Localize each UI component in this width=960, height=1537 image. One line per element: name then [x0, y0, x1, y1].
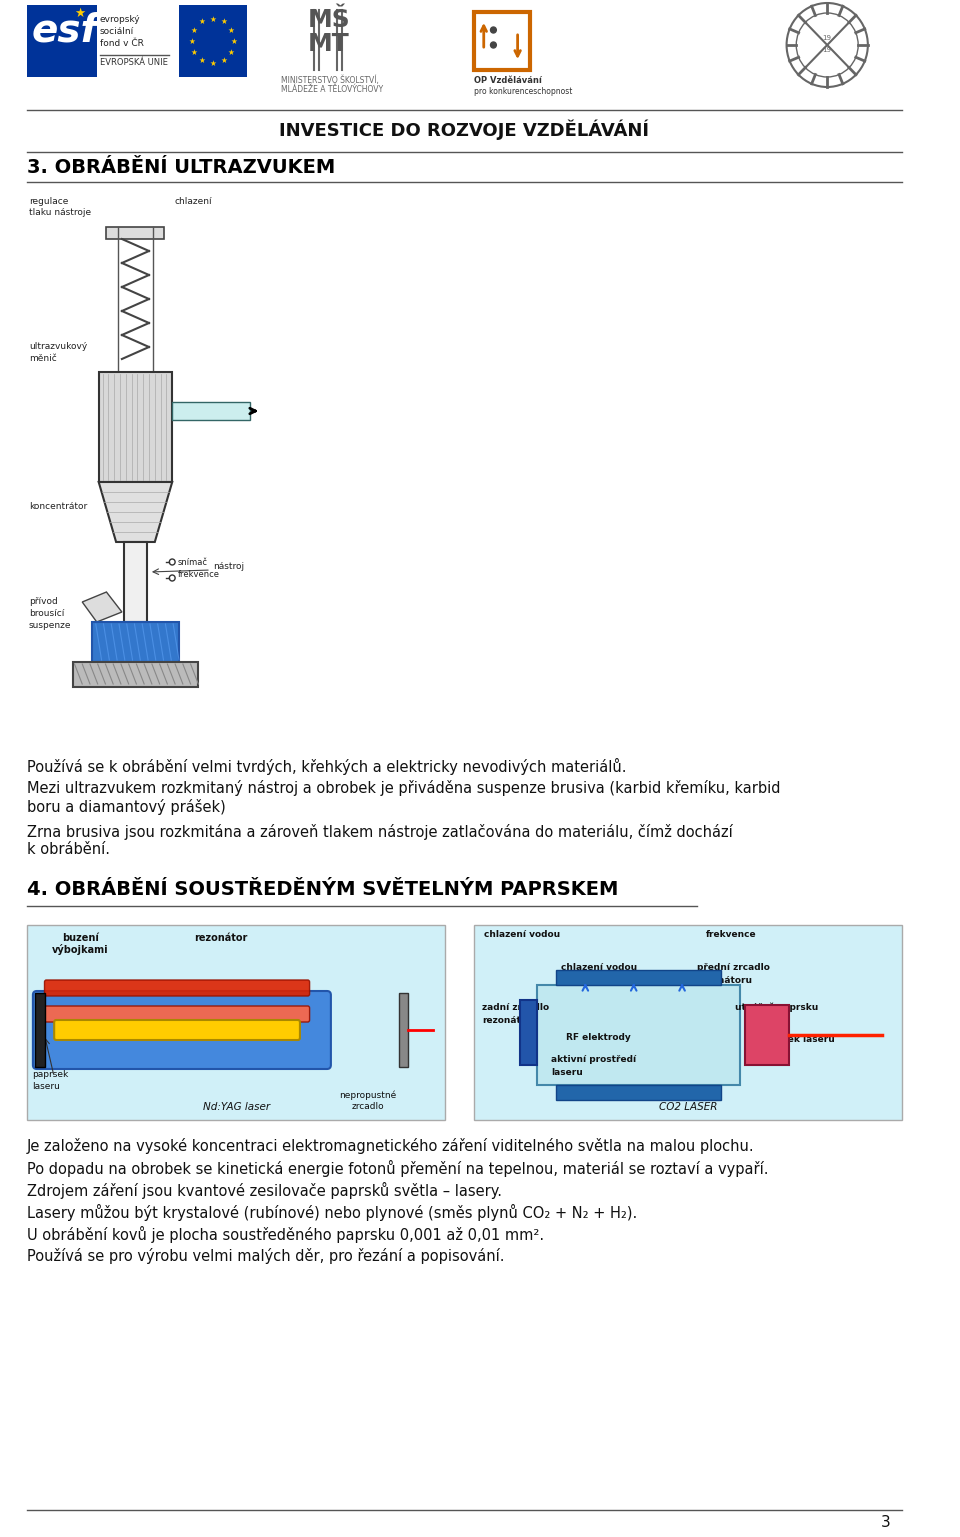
Text: ★: ★ — [209, 14, 216, 23]
Text: chlazení vodou: chlazení vodou — [484, 930, 560, 939]
Text: chlazení vodou: chlazení vodou — [562, 964, 637, 971]
FancyBboxPatch shape — [54, 1021, 300, 1041]
Text: ultrazvukový: ultrazvukový — [29, 343, 87, 350]
Text: nástroj: nástroj — [213, 563, 244, 572]
Text: koncentrátor: koncentrátor — [29, 503, 87, 510]
FancyBboxPatch shape — [556, 970, 721, 985]
FancyBboxPatch shape — [35, 993, 44, 1067]
Text: ★: ★ — [199, 17, 205, 26]
FancyBboxPatch shape — [745, 1005, 788, 1065]
Text: brousící: brousící — [29, 609, 64, 618]
Text: laseru: laseru — [551, 1068, 584, 1077]
Circle shape — [491, 41, 496, 48]
Text: RF elektrody: RF elektrody — [566, 1033, 631, 1042]
FancyBboxPatch shape — [33, 991, 331, 1070]
FancyBboxPatch shape — [537, 985, 740, 1085]
Text: ★: ★ — [191, 48, 198, 57]
Text: 3. OBRÁBĚNÍ ULTRAZVUKEM: 3. OBRÁBĚNÍ ULTRAZVUKEM — [27, 158, 335, 177]
FancyBboxPatch shape — [556, 1085, 721, 1100]
Text: výbojkami: výbojkami — [52, 944, 108, 954]
Text: utvářeč paprsku: utvářeč paprsku — [735, 1004, 819, 1013]
Text: laseru: laseru — [32, 1082, 60, 1091]
Text: ★: ★ — [74, 8, 85, 20]
Text: přední zrcadlo: přední zrcadlo — [697, 964, 770, 971]
Text: sociální: sociální — [100, 28, 133, 35]
Text: MT: MT — [308, 32, 349, 55]
Polygon shape — [99, 483, 172, 543]
Text: rezonátor: rezonátor — [194, 933, 248, 944]
FancyBboxPatch shape — [73, 662, 199, 687]
Text: ★: ★ — [220, 17, 227, 26]
Text: ★: ★ — [209, 58, 216, 68]
Text: 19: 19 — [823, 35, 831, 41]
Text: přívod: přívod — [29, 596, 58, 606]
Text: zrcadlo: zrcadlo — [351, 1102, 384, 1111]
FancyBboxPatch shape — [44, 981, 309, 996]
Text: esf: esf — [32, 12, 98, 51]
Text: 4. OBRÁBĚNÍ SOUSTŘEDĚNÝM SVĚTELNÝM PAPRSKEM: 4. OBRÁBĚNÍ SOUSTŘEDĚNÝM SVĚTELNÝM PAPRS… — [27, 881, 618, 899]
Text: ★: ★ — [228, 26, 235, 34]
Text: regulace: regulace — [29, 197, 68, 206]
FancyBboxPatch shape — [519, 1001, 537, 1065]
Text: ★: ★ — [191, 26, 198, 34]
FancyBboxPatch shape — [172, 403, 250, 420]
Text: frekvence: frekvence — [178, 570, 220, 579]
Text: frekvence: frekvence — [707, 930, 756, 939]
FancyBboxPatch shape — [92, 622, 179, 662]
FancyBboxPatch shape — [474, 925, 901, 1120]
FancyBboxPatch shape — [179, 5, 247, 77]
Text: 3: 3 — [880, 1515, 890, 1529]
Text: suspenze: suspenze — [29, 621, 72, 630]
Text: aktivní prostředí: aktivní prostředí — [551, 1054, 636, 1064]
Text: MLÁDEŽE A TĚLOVÝCHOVY: MLÁDEŽE A TĚLOVÝCHOVY — [280, 85, 383, 94]
Text: chlazení: chlazení — [174, 197, 212, 206]
Text: Nd:YAG laser: Nd:YAG laser — [203, 1102, 270, 1111]
Text: paprsek: paprsek — [32, 1070, 68, 1079]
Polygon shape — [83, 592, 122, 622]
Text: Lasery můžou být krystalové (rubínové) nebo plynové (směs plynů CO₂ + N₂ + H₂).: Lasery můžou být krystalové (rubínové) n… — [27, 1203, 637, 1220]
FancyBboxPatch shape — [107, 227, 164, 238]
Text: ★: ★ — [230, 37, 237, 46]
Text: zadní zrcadlo: zadní zrcadlo — [482, 1004, 549, 1011]
FancyBboxPatch shape — [44, 1007, 309, 1022]
Text: ★: ★ — [220, 55, 227, 65]
Text: Používá se k obrábění velmi tvrdých, křehkých a elektricky nevodivých materiálů.: Používá se k obrábění velmi tvrdých, kře… — [27, 758, 627, 775]
Text: rezonátoru: rezonátoru — [697, 976, 753, 985]
Text: nepropustné: nepropustné — [339, 1090, 396, 1099]
Text: CO2 LASER: CO2 LASER — [659, 1102, 717, 1111]
Text: paprsek laseru: paprsek laseru — [759, 1034, 835, 1044]
Text: EVROPSKÁ UNIE: EVROPSKÁ UNIE — [100, 58, 168, 68]
Text: Po dopadu na obrobek se kinetická energie fotonů přemění na tepelnou, materiál s: Po dopadu na obrobek se kinetická energi… — [27, 1160, 769, 1177]
Text: pro konkurenceschopnost: pro konkurenceschopnost — [474, 88, 572, 95]
Text: ★: ★ — [188, 37, 195, 46]
Text: buzení: buzení — [61, 933, 99, 944]
Text: Zdrojem záření jsou kvantové zesilovače paprsků světla – lasery.: Zdrojem záření jsou kvantové zesilovače … — [27, 1182, 502, 1199]
Text: měnič: měnič — [29, 354, 57, 363]
FancyBboxPatch shape — [398, 993, 408, 1067]
Text: rezonátoru: rezonátoru — [482, 1016, 538, 1025]
Text: Je založeno na vysoké koncentraci elektromagnetického záření viditelného světla : Je založeno na vysoké koncentraci elektr… — [27, 1137, 755, 1154]
Text: MŠ: MŠ — [307, 8, 350, 32]
Text: Mezi ultrazvukem rozkmitaný nástroj a obrobek je přiváděna suspenze brusiva (kar: Mezi ultrazvukem rozkmitaný nástroj a ob… — [27, 779, 780, 815]
FancyBboxPatch shape — [124, 543, 147, 622]
Text: snímač: snímač — [178, 558, 208, 567]
Text: evropský: evropský — [100, 15, 140, 25]
FancyBboxPatch shape — [27, 925, 445, 1120]
Text: U obrábění kovů je plocha soustředěného paprsku 0,001 až 0,01 mm².: U obrábění kovů je plocha soustředěného … — [27, 1227, 544, 1243]
Text: MINISTERSTVO ŠKOLSTVÍ,: MINISTERSTVO ŠKOLSTVÍ, — [280, 75, 378, 85]
FancyBboxPatch shape — [27, 5, 97, 77]
Text: Používá se pro výrobu velmi malých děr, pro řezání a popisování.: Používá se pro výrobu velmi malých děr, … — [27, 1248, 505, 1263]
Text: Zrna brusiva jsou rozkmitána a zároveň tlakem nástroje zatlačována do materiálu,: Zrna brusiva jsou rozkmitána a zároveň t… — [27, 824, 732, 858]
Text: ★: ★ — [199, 55, 205, 65]
Text: ★: ★ — [228, 48, 235, 57]
Text: fond v ČR: fond v ČR — [100, 38, 144, 48]
Text: OP Vzdělávání: OP Vzdělávání — [474, 75, 542, 85]
Text: INVESTICE DO ROZVOJE VZDĚLÁVÁNÍ: INVESTICE DO ROZVOJE VZDĚLÁVÁNÍ — [279, 120, 649, 140]
FancyBboxPatch shape — [99, 372, 172, 483]
Text: 19: 19 — [823, 48, 831, 52]
Circle shape — [491, 28, 496, 32]
Text: tlaku nástroje: tlaku nástroje — [29, 207, 91, 217]
